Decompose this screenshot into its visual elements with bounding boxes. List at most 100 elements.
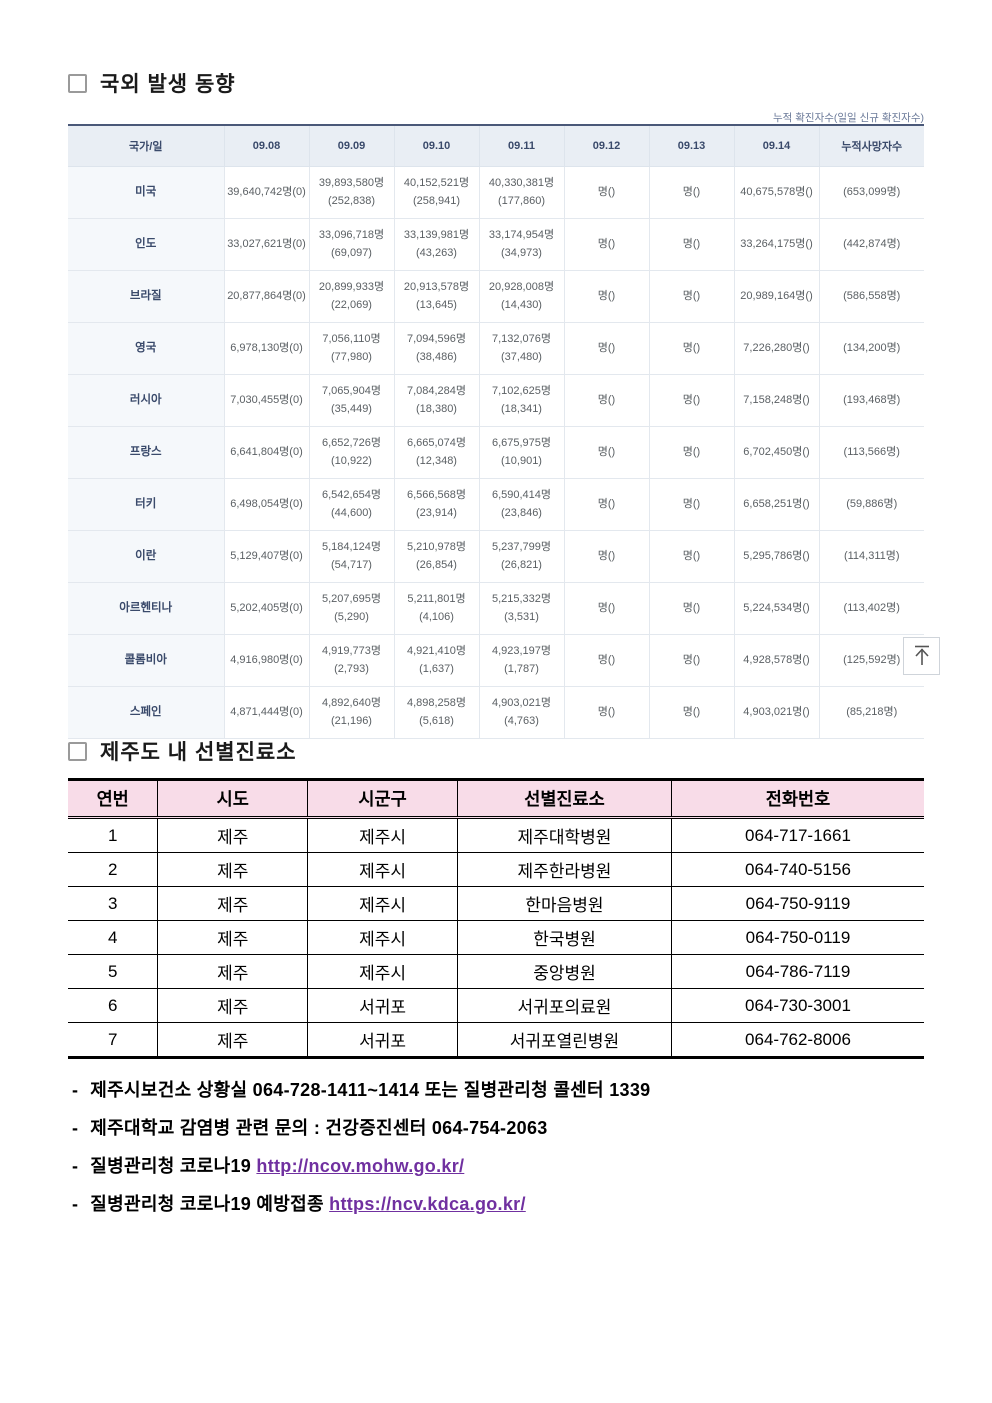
cell-main-value: 명() [597,237,616,250]
sido-cell: 제주 [157,954,309,989]
cell-main-value: 5,224,534명() [743,601,810,614]
sido-cell: 제주 [157,852,309,887]
sido-cell: 제주 [157,886,309,921]
case-count-cell: 5,224,534명() [733,582,820,635]
cell-main-value: 33,139,981명 [403,229,470,242]
case-count-cell: 5,210,978명 (26,854) [393,530,480,583]
case-count-cell: 33,027,621명(0) [223,218,310,271]
cell-main-value: (586,558명) [843,289,901,302]
section-title-international: 국외 발생 동향 [68,68,236,98]
cell-main-value: (442,874명) [843,237,901,250]
cell-daily-value: (4,763) [504,714,539,727]
phone-number-cell: 064-750-0119 [670,920,924,955]
sido-cell: 제주 [157,1022,309,1058]
row-number-cell: 7 [68,1022,159,1058]
case-count-cell: 명() [563,166,650,219]
intl-table-row: 영국 6,978,130명(0) 7,056,110명 (77,980) 7,094,5… [68,322,924,375]
cell-main-value: 4,898,258명 [406,697,467,710]
cell-main-value: 7,158,248명() [743,393,810,406]
cell-daily-value: (21,196) [331,714,372,727]
case-count-cell: 7,158,248명() [733,374,820,427]
cell-main-value: 33,264,175명() [740,237,813,250]
intl-column-header: 09.09 [308,125,395,167]
case-count-cell: 5,207,695명 (5,290) [308,582,395,635]
case-count-cell: 4,903,021명 (4,763) [478,686,565,739]
case-count-cell: 명() [563,582,650,635]
contact-line-text: 제주대학교 감염병 관련 문의 : 건강증진센터 064-754-2063 [90,1118,548,1138]
case-count-cell: 40,675,578명() [733,166,820,219]
case-count-cell: 6,665,074명 (12,348) [393,426,480,479]
cell-daily-value: (26,854) [416,558,457,571]
cell-main-value: 4,928,578명() [743,653,810,666]
phone-number-cell: 064-786-7119 [670,954,924,989]
cell-main-value: 4,892,640명 [321,697,382,710]
cell-main-value: 7,030,455명(0) [230,393,303,406]
case-count-cell: 6,542,654명 (44,600) [308,478,395,531]
cell-daily-value: (4,106) [419,610,454,623]
external-link[interactable]: https://ncv.kdca.go.kr/ [329,1194,526,1214]
case-count-cell: 7,102,625명 (18,341) [478,374,565,427]
cell-daily-value: (5,618) [419,714,454,727]
case-count-cell: 6,498,054명(0) [223,478,310,531]
contact-line-text: 제주시보건소 상황실 064-728-1411~1414 또는 질병관리청 콜센… [90,1080,651,1100]
cell-main-value: (113,402명) [843,601,900,614]
cell-main-value: 6,498,054명(0) [230,497,303,510]
case-count-cell: 5,215,332명 (3,531) [478,582,565,635]
cell-main-value: 20,913,578명 [403,281,470,294]
clinic-column-header: 연번 [68,779,159,819]
case-count-cell: 6,566,568명 (23,914) [393,478,480,531]
case-count-cell: 6,641,804명(0) [223,426,310,479]
section-marker-icon [68,73,87,93]
cell-main-value: 5,129,407명(0) [230,549,303,562]
cell-main-value: 33,096,718명 [318,229,385,242]
scroll-to-top-button[interactable] [903,637,940,675]
case-count-cell: 7,030,455명(0) [223,374,310,427]
cell-main-value: 5,295,786명() [743,549,810,562]
case-count-cell: 39,640,742명(0) [223,166,310,219]
contact-line-text-wrap: 제주대학교 감염병 관련 문의 : 건강증진센터 064-754-2063 [90,1116,547,1140]
cell-main-value: 6,542,654명 [321,489,382,502]
case-count-cell: (59,886명) [818,478,924,531]
clinic-name-cell: 서귀포의료원 [456,988,672,1023]
case-count-cell: 7,065,904명 (35,449) [308,374,395,427]
intl-column-header: 09.14 [733,125,820,167]
cell-daily-value: (3,531) [504,610,539,623]
cell-daily-value: (26,821) [501,558,542,571]
case-count-cell: 5,184,124명 (54,717) [308,530,395,583]
case-count-cell: 6,978,130명(0) [223,322,310,375]
cell-main-value: 33,027,621명(0) [227,237,306,250]
case-count-cell: (85,218명) [818,686,924,739]
contact-notes: - 제주시보건소 상황실 064-728-1411~1414 또는 질병관리청 콜… [72,1078,932,1230]
row-number-cell: 3 [68,886,159,921]
intl-header-row: 국가/일 09.08 09.09 09.10 09.11 09.12 09.13 09.14 누… [68,125,924,167]
clinic-header-row: 연번 시도 시군구 선별진료소 전화번호 [68,779,924,819]
external-link[interactable]: http://ncov.mohw.go.kr/ [256,1156,465,1176]
case-count-cell: 명() [648,270,735,323]
clinic-name-cell: 제주한라병원 [456,852,672,887]
case-count-cell: 6,675,975명 (10,901) [478,426,565,479]
cell-main-value: 명() [597,549,616,562]
intl-table-row: 스페인 4,871,444명(0) 4,892,640명 (21,196) 4,898,… [68,686,924,739]
intl-column-header: 09.11 [478,125,565,167]
country-name-cell: 이란 [68,530,225,583]
case-count-cell: 명() [648,686,735,739]
cell-daily-value: (54,717) [331,558,372,571]
case-count-cell: 7,094,596명 (38,486) [393,322,480,375]
clinic-table-row: 6 제주 서귀포 서귀포의료원 064-730-3001 [68,988,924,1023]
case-count-cell: (114,311명) [818,530,924,583]
clinic-table-row: 5 제주 제주시 중앙병원 064-786-7119 [68,954,924,989]
case-count-cell: 명() [563,426,650,479]
cell-main-value: 명() [597,705,616,718]
case-count-cell: 명() [563,270,650,323]
cell-daily-value: (44,600) [331,506,372,519]
case-count-cell: 명() [648,478,735,531]
case-count-cell: 7,226,280명() [733,322,820,375]
intl-table-row: 터키 6,498,054명(0) 6,542,654명 (44,600) 6,566,5… [68,478,924,531]
case-count-cell: 7,132,076명 (37,480) [478,322,565,375]
case-count-cell: 5,129,407명(0) [223,530,310,583]
cell-main-value: 7,102,625명 [491,385,552,398]
case-count-cell: 명() [648,634,735,687]
cell-main-value: 6,652,726명 [321,437,382,450]
cell-main-value: 20,928,008명 [488,281,555,294]
